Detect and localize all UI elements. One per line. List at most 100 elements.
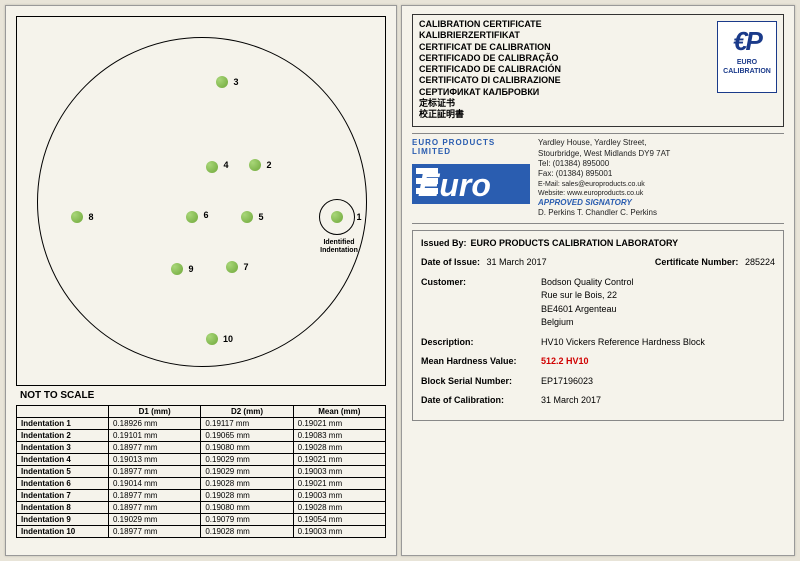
date-issue-value: 31 March 2017 bbox=[487, 257, 547, 267]
table-cell: 0.19021 mm bbox=[293, 454, 385, 466]
table-header-cell bbox=[17, 406, 109, 418]
indent-dot-6 bbox=[186, 211, 198, 223]
calibration-date-value: 31 March 2017 bbox=[541, 394, 601, 408]
mean-hardness-row: Mean Hardness Value: 512.2 HV10 bbox=[421, 355, 775, 369]
table-cell: 0.19029 mm bbox=[201, 466, 293, 478]
table-cell: 0.19003 mm bbox=[293, 490, 385, 502]
indentation-diagram: IdentifiedIndentation12345678910 bbox=[16, 16, 386, 386]
customer-line: Rue sur le Bois, 22 bbox=[541, 289, 634, 303]
company-info: Yardley House, Yardley Street, Stourbrid… bbox=[532, 138, 670, 219]
logo-ep-sub2: CALIBRATION bbox=[718, 68, 776, 75]
not-to-scale-label: NOT TO SCALE bbox=[20, 390, 386, 401]
table-cell: Indentation 7 bbox=[17, 490, 109, 502]
table-cell: Indentation 9 bbox=[17, 514, 109, 526]
table-cell: 0.18926 mm bbox=[109, 418, 201, 430]
table-cell: 0.18977 mm bbox=[109, 442, 201, 454]
cert-title-line: 校正証明書 bbox=[419, 109, 777, 120]
certificate-details: Issued By: EURO PRODUCTS CALIBRATION LAB… bbox=[412, 230, 784, 421]
table-cell: 0.19021 mm bbox=[293, 478, 385, 490]
table-cell: 0.19079 mm bbox=[201, 514, 293, 526]
description-label: Description: bbox=[421, 336, 541, 350]
table-header-cell: D2 (mm) bbox=[201, 406, 293, 418]
table-row: Indentation 20.19101 mm0.19065 mm0.19083… bbox=[17, 430, 386, 442]
indent-label-1: 1 bbox=[356, 212, 361, 222]
table-cell: 0.19003 mm bbox=[293, 466, 385, 478]
indent-dot-8 bbox=[71, 211, 83, 223]
indent-dot-2 bbox=[249, 159, 261, 171]
table-cell: 0.19029 mm bbox=[109, 514, 201, 526]
indent-dot-3 bbox=[216, 76, 228, 88]
table-cell: Indentation 5 bbox=[17, 466, 109, 478]
cert-number: Certificate Number: 285224 bbox=[655, 256, 775, 270]
company-name: EURO PRODUCTS LIMITED bbox=[412, 138, 532, 156]
table-header-row: D1 (mm)D2 (mm)Mean (mm) bbox=[17, 406, 386, 418]
cert-title-line: 定标证书 bbox=[419, 98, 777, 109]
table-row: Indentation 60.19014 mm0.19028 mm0.19021… bbox=[17, 478, 386, 490]
table-cell: 0.19028 mm bbox=[293, 442, 385, 454]
issued-by-label: Issued By: bbox=[421, 237, 467, 251]
left-page: IdentifiedIndentation12345678910 NOT TO … bbox=[5, 5, 397, 556]
indent-label-4: 4 bbox=[223, 160, 228, 170]
table-row: Indentation 30.18977 mm0.19080 mm0.19028… bbox=[17, 442, 386, 454]
company-fax: Fax: (01384) 895001 bbox=[538, 169, 670, 179]
indent-label-5: 5 bbox=[258, 212, 263, 222]
serial-value: EP17196023 bbox=[541, 375, 593, 389]
signatories: D. Perkins T. Chandler C. Perkins bbox=[538, 208, 670, 218]
table-row: Indentation 90.19029 mm0.19079 mm0.19054… bbox=[17, 514, 386, 526]
table-cell: 0.18977 mm bbox=[109, 526, 201, 538]
indent-label-2: 2 bbox=[266, 160, 271, 170]
indent-dot-5 bbox=[241, 211, 253, 223]
table-row: Indentation 40.19013 mm0.19029 mm0.19021… bbox=[17, 454, 386, 466]
table-cell: Indentation 6 bbox=[17, 478, 109, 490]
indent-dot-1 bbox=[331, 211, 343, 223]
table-cell: 0.19028 mm bbox=[201, 490, 293, 502]
table-row: Indentation 50.18977 mm0.19029 mm0.19003… bbox=[17, 466, 386, 478]
table-cell: 0.19013 mm bbox=[109, 454, 201, 466]
issued-by-row: Issued By: EURO PRODUCTS CALIBRATION LAB… bbox=[421, 237, 775, 251]
table-body: Indentation 10.18926 mm0.19117 mm 0.19021… bbox=[17, 418, 386, 538]
company-web: Website: www.europroducts.co.uk bbox=[538, 189, 670, 198]
mean-hardness-label: Mean Hardness Value: bbox=[421, 355, 541, 369]
indent-label-8: 8 bbox=[88, 212, 93, 222]
indent-label-7: 7 bbox=[243, 262, 248, 272]
indent-label-9: 9 bbox=[188, 264, 193, 274]
table-cell: 0.19054 mm bbox=[293, 514, 385, 526]
euro-logo: EURO PRODUCTS LIMITED Euro bbox=[412, 138, 532, 208]
indent-dot-10 bbox=[206, 333, 218, 345]
table-cell: 0.19117 mm bbox=[201, 418, 293, 430]
approved-signatory: APPROVED SIGNATORY bbox=[538, 198, 670, 208]
customer-row: Customer: Bodson Quality ControlRue sur … bbox=[421, 276, 775, 330]
table-cell: 0.19083 mm bbox=[293, 430, 385, 442]
table-cell: Indentation 1 bbox=[17, 418, 109, 430]
customer-label: Customer: bbox=[421, 276, 541, 330]
date-cert-row: Date of Issue: 31 March 2017 Certificate… bbox=[421, 256, 775, 270]
indentation-table: D1 (mm)D2 (mm)Mean (mm) Indentation 10.1… bbox=[16, 405, 386, 538]
company-tel: Tel: (01384) 895000 bbox=[538, 159, 670, 169]
company-band: EURO PRODUCTS LIMITED Euro Yardley House… bbox=[412, 133, 784, 224]
main-circle bbox=[37, 37, 367, 367]
mean-hardness-value: 512.2 HV10 bbox=[541, 355, 589, 369]
calibration-date-row: Date of Calibration: 31 March 2017 bbox=[421, 394, 775, 408]
table-row: Indentation 100.18977 mm0.19028 mm0.1900… bbox=[17, 526, 386, 538]
table-cell: 0.19029 mm bbox=[201, 454, 293, 466]
table-cell: 0.19080 mm bbox=[201, 442, 293, 454]
table-cell: 0.19028 mm bbox=[201, 526, 293, 538]
company-addr2: Stourbridge, West Midlands DY9 7AT bbox=[538, 149, 670, 159]
table-cell: Indentation 2 bbox=[17, 430, 109, 442]
company-email: E-Mail: sales@europroducts.co.uk bbox=[538, 180, 670, 189]
customer-line: Bodson Quality Control bbox=[541, 276, 634, 290]
customer-line: Belgium bbox=[541, 316, 634, 330]
indent-dot-9 bbox=[171, 263, 183, 275]
customer-line: BE4601 Argenteau bbox=[541, 303, 634, 317]
description-value: HV10 Vickers Reference Hardness Block bbox=[541, 336, 705, 350]
table-cell: 0.18977 mm bbox=[109, 490, 201, 502]
serial-label: Block Serial Number: bbox=[421, 375, 541, 389]
table-cell: Indentation 4 bbox=[17, 454, 109, 466]
indent-dot-7 bbox=[226, 261, 238, 273]
description-row: Description: HV10 Vickers Reference Hard… bbox=[421, 336, 775, 350]
serial-row: Block Serial Number: EP17196023 bbox=[421, 375, 775, 389]
table-cell: 0.19028 mm bbox=[293, 502, 385, 514]
table-row: Indentation 10.18926 mm0.19117 mm0.19021… bbox=[17, 418, 386, 430]
issued-by-value: EURO PRODUCTS CALIBRATION LABORATORY bbox=[471, 237, 679, 251]
table-cell: 0.19080 mm bbox=[201, 502, 293, 514]
